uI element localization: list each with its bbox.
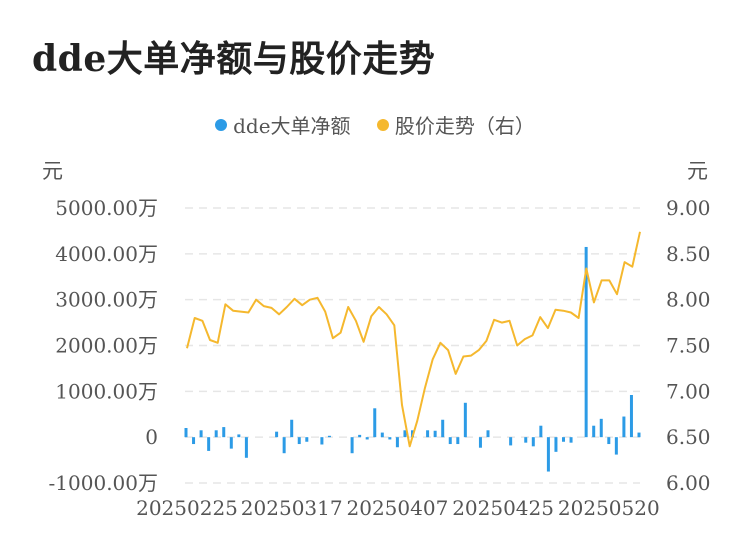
- dde-bar: [614, 437, 618, 455]
- legend-dot-dde: [215, 118, 228, 131]
- dde-bar: [214, 430, 218, 438]
- dde-bar: [237, 434, 241, 438]
- y-right-tick-label: 7.00: [666, 379, 711, 403]
- dde-bar: [546, 437, 550, 472]
- y-left-tick-label: 1000.00万: [55, 379, 158, 403]
- dde-bar: [599, 418, 603, 438]
- y-left-tick-label: 5000.00万: [55, 196, 158, 220]
- dde-bar: [592, 425, 596, 438]
- dde-bar: [539, 425, 543, 438]
- legend-item-dde[interactable]: dde大单净额: [215, 110, 351, 139]
- bar-series: [184, 246, 641, 472]
- dde-bar: [456, 437, 460, 445]
- x-tick-label: 20250317: [241, 496, 343, 520]
- legend-item-price[interactable]: 股价走势（右）: [376, 110, 535, 139]
- y-right-tick-label: 6.00: [666, 471, 711, 495]
- dde-bar: [463, 402, 467, 438]
- dde-bar: [244, 437, 248, 458]
- dde-bar: [478, 437, 482, 448]
- dde-bar: [282, 437, 286, 454]
- dde-bar: [607, 437, 611, 445]
- y-left-tick-label: 2000.00万: [55, 334, 158, 358]
- dde-bar: [403, 430, 407, 438]
- dde-bar: [629, 395, 633, 438]
- legend-label-price: 股价走势（右）: [394, 114, 535, 138]
- y-right-unit: 元: [687, 159, 708, 183]
- dde-bar: [184, 428, 188, 438]
- dde-bar: [320, 437, 324, 445]
- chart-title: dde大单净额与股价走势: [32, 38, 436, 80]
- dde-bar: [622, 416, 626, 438]
- dde-bar: [433, 430, 437, 438]
- legend-dot-price: [376, 118, 389, 131]
- dde-bar: [297, 437, 301, 445]
- dde-bar: [365, 437, 369, 440]
- line-series: [186, 231, 641, 448]
- y-right-tick-label: 9.00: [666, 196, 711, 220]
- y-right-tick-label: 8.50: [666, 242, 711, 266]
- dde-bar: [290, 419, 294, 438]
- dde-bar: [373, 408, 377, 438]
- x-tick-label: 20250225: [136, 496, 238, 520]
- y-left-tick-label: 4000.00万: [55, 242, 158, 266]
- y-right-tick-label: 8.00: [666, 288, 711, 312]
- y-left-axis: 5000.00万 4000.00万 3000.00万 2000.00万 1000.00万…: [49, 196, 158, 495]
- dde-bar: [327, 435, 331, 438]
- y-right-axis: 9.00 8.50 8.00 7.50 7.00 6.50 6.00: [666, 196, 711, 495]
- y-left-tick-label: -1000.00万: [49, 471, 158, 495]
- dde-bar: [199, 430, 203, 438]
- dde-bar: [562, 437, 565, 442]
- dde-bar: [222, 427, 226, 438]
- dde-bar: [448, 437, 452, 445]
- y-left-tick-label: 0: [145, 425, 158, 449]
- x-tick-label: 20250425: [452, 496, 554, 520]
- price-line: [186, 231, 641, 448]
- y-right-tick-label: 6.50: [666, 425, 711, 449]
- dde-bar: [275, 431, 279, 438]
- dde-bar: [637, 432, 641, 438]
- dde-bar: [531, 437, 535, 447]
- dde-bar: [509, 437, 513, 446]
- y-right-tick-label: 7.50: [666, 334, 711, 358]
- dde-bar: [554, 437, 558, 452]
- dde-bar: [395, 437, 399, 448]
- x-tick-label: 20250520: [558, 496, 660, 520]
- y-left-unit: 元: [42, 159, 63, 183]
- dde-bar: [380, 432, 384, 438]
- dde-bar: [229, 437, 233, 449]
- dde-bar: [441, 419, 445, 438]
- dde-bar: [388, 437, 392, 440]
- dde-bar: [192, 437, 196, 445]
- x-tick-label: 20250407: [347, 496, 449, 520]
- dde-bar: [426, 430, 430, 438]
- dde-bar: [358, 434, 362, 438]
- dde-bar: [207, 437, 211, 451]
- dde-bar: [486, 430, 490, 438]
- dde-bar: [584, 246, 588, 438]
- dde-bar: [524, 437, 528, 443]
- dde-bar: [305, 437, 309, 442]
- chart-legend: dde大单净额 股价走势（右）: [0, 110, 750, 139]
- dde-bar: [350, 437, 354, 454]
- dde-bar: [569, 437, 573, 443]
- y-left-tick-label: 3000.00万: [55, 288, 158, 312]
- legend-label-dde: dde大单净额: [233, 114, 351, 138]
- x-axis: 20250225 20250317 20250407 20250425 20250520: [136, 496, 660, 520]
